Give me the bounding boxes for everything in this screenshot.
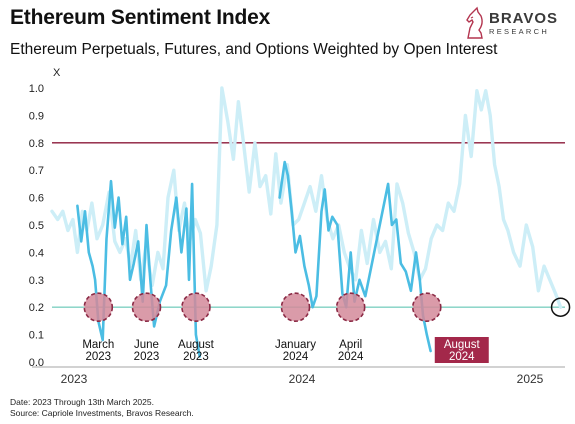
footer-notes: Date: 2023 Through 13th March 2025. Sour… (10, 397, 194, 419)
highlight-label-month: March (82, 339, 114, 351)
y-tick-label: 0.4 (29, 247, 44, 259)
highlight-label-year: 2023 (134, 351, 160, 363)
brand-name: BRAVOS (489, 10, 559, 27)
brand-tagline: RESEARCH (489, 27, 550, 36)
y-tick-label: 0.8 (29, 138, 44, 150)
x-tick-label: 2025 (517, 372, 544, 386)
knight-logo-icon (466, 6, 483, 39)
highlight-label-box (434, 337, 489, 363)
x-axis: 2023 2024 2025 (32, 366, 565, 386)
x-tick-label: 2023 (61, 372, 88, 386)
y-tick-label: 0.9 (29, 110, 44, 122)
y-axis-ticks: 0.0 0.1 0.2 0.3 0.4 0.5 0.6 0.7 0.8 0.9 1.0 (29, 83, 44, 369)
highlight-label-year: 2023 (85, 351, 111, 363)
highlight-label-month: August (178, 339, 215, 351)
y-tick-label: 0.3 (29, 275, 44, 287)
highlight-label-month: June (134, 339, 159, 351)
y-axis-label: X (53, 67, 61, 79)
y-tick-label: 0.1 (29, 330, 44, 342)
brand-block: BRAVOS RESEARCH (463, 6, 563, 40)
page-title: Ethereum Sentiment Index (10, 6, 271, 29)
highlight-circle (280, 292, 311, 323)
highlight-label-month: April (339, 339, 362, 351)
highlight-circle (131, 292, 162, 323)
highlight-circle (181, 292, 211, 323)
index-line-highlight (278, 160, 432, 353)
highlight-markers: March2023June2023August2023January2024Ap… (82, 292, 571, 363)
highlight-label-month: August (444, 339, 481, 351)
highlight-circle (83, 292, 114, 323)
date-note: Date: 2023 Through 13th March 2025. (10, 397, 154, 407)
highlight-label-year: 2024 (338, 351, 364, 363)
y-tick-label: 0.5 (29, 220, 44, 232)
highlight-circle (335, 292, 366, 323)
y-tick-label: 1.0 (29, 83, 44, 95)
index-line-background (50, 86, 563, 309)
source-note: Source: Capriole Investments, Bravos Res… (10, 408, 194, 418)
y-tick-label: 0.6 (29, 193, 44, 205)
y-tick-label: 0.0 (29, 357, 44, 369)
current-value-marker (550, 297, 571, 317)
highlight-label-year: 2024 (449, 351, 475, 363)
highlight-label-year: 2023 (183, 351, 209, 363)
page-subtitle: Ethereum Perpetuals, Futures, and Option… (10, 41, 498, 58)
highlight-label-year: 2024 (283, 351, 309, 363)
highlight-circle (411, 292, 442, 323)
index-line-highlight (76, 179, 201, 358)
y-tick-label: 0.2 (29, 302, 44, 314)
highlight-label-month: January (275, 339, 316, 351)
y-tick-label: 0.7 (29, 165, 44, 177)
x-tick-label: 2024 (289, 372, 316, 386)
